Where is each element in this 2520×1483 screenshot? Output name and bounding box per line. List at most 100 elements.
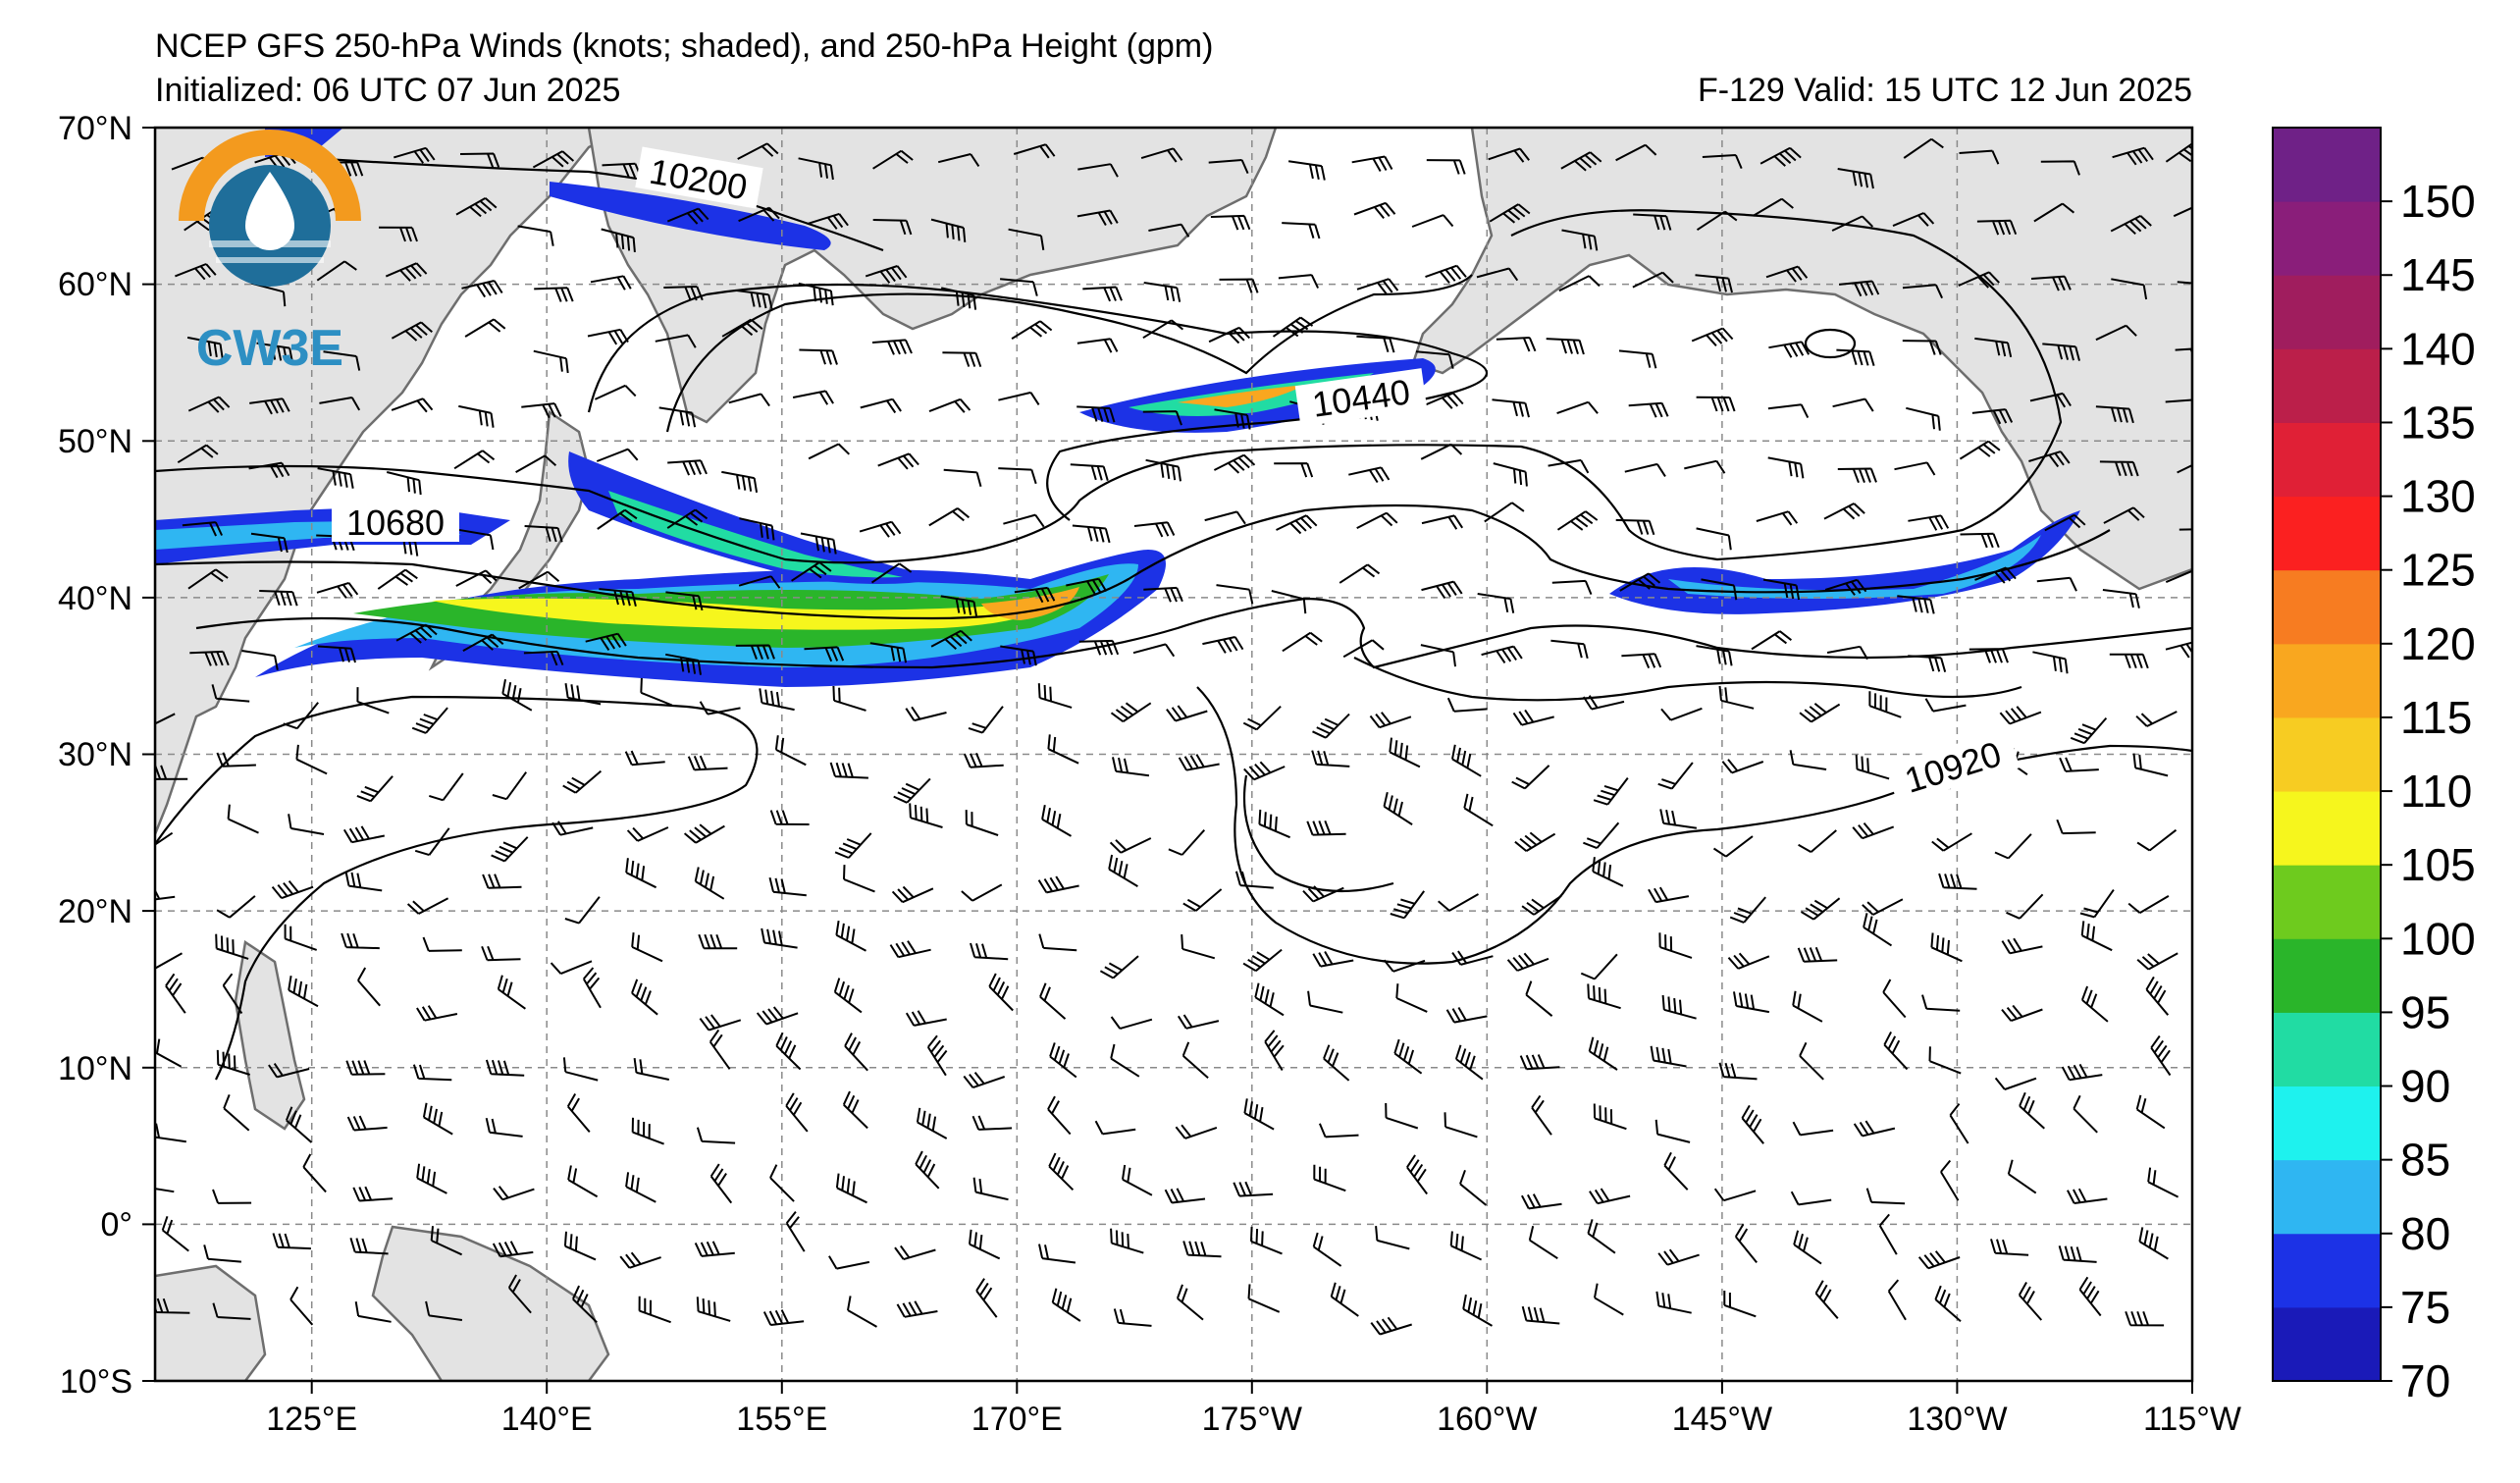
wind-barb: [2136, 828, 2178, 852]
contour-low-alaska: [1804, 328, 1857, 359]
wind-barb: [1621, 653, 1662, 668]
wind-barb: [532, 150, 575, 169]
wind-barb: [1618, 349, 1657, 369]
wind-barb: [808, 443, 850, 460]
wind-barb: [1176, 1284, 1204, 1321]
wind-barb: [571, 1285, 598, 1324]
wind-barb: [1390, 890, 1426, 920]
wind-barb: [1882, 979, 1907, 1019]
wind-barb: [155, 952, 183, 970]
wind-barb: [1356, 278, 1399, 295]
wind-barb: [1799, 703, 1841, 723]
wind-barb: [2147, 1167, 2179, 1198]
contour-11040: [1242, 657, 2022, 893]
wind-barb: [1650, 1045, 1687, 1068]
wind-barb: [1994, 833, 2032, 860]
wind-barb: [1684, 459, 1726, 474]
wind-barb: [1233, 1181, 1274, 1197]
lat-label: 30°N: [58, 736, 132, 773]
wind-barb: [928, 507, 971, 527]
wind-barb: [378, 226, 418, 242]
wind-barb: [1302, 885, 1344, 903]
wind-barb: [186, 336, 224, 359]
wind-barb: [971, 1115, 1013, 1131]
wind-barb: [1853, 1120, 1896, 1138]
wind-barb: [1421, 514, 1464, 530]
wind-barb: [665, 653, 702, 675]
wind-barb: [2029, 392, 2072, 408]
wind-barb: [1894, 461, 1936, 476]
wind-barb: [1902, 284, 1944, 299]
wind-barb: [665, 591, 704, 611]
wind-barb: [1210, 214, 1251, 231]
wind-barb: [1488, 147, 1530, 163]
contour-label-bg: [635, 146, 763, 209]
colorbar-segment: [2273, 275, 2381, 349]
wind-barb: [1832, 397, 1874, 412]
wind-barb: [1837, 467, 1877, 484]
wind-barb: [798, 157, 834, 181]
lon-label: 115°W: [2143, 1401, 2241, 1438]
wind-barb: [1593, 776, 1629, 806]
wind-barb: [1008, 228, 1045, 250]
wind-barb: [599, 588, 637, 607]
wind-barb: [1863, 913, 1893, 947]
valid-time: F-129 Valid: 15 UTC 12 Jun 2025: [1698, 72, 2192, 109]
wind-barb: [1445, 1007, 1488, 1024]
wind-barb: [658, 406, 697, 428]
wind-barb: [1438, 893, 1479, 912]
wind-barb: [798, 282, 834, 306]
wind-barb: [1243, 1098, 1275, 1131]
wind-barb: [631, 979, 658, 1016]
wind-barb: [1561, 229, 1599, 251]
wind-barb: [1140, 147, 1183, 163]
wind-barb: [683, 823, 725, 844]
wind-barb: [1353, 201, 1396, 220]
wind-barb: [1177, 1014, 1220, 1030]
wind-barb: [1318, 1123, 1359, 1139]
wind-barb: [462, 633, 504, 652]
wind-barb: [1525, 980, 1553, 1017]
wind-barb: [738, 206, 780, 223]
wind-barb: [411, 707, 448, 734]
wind-barb: [721, 318, 763, 338]
wind-barb: [834, 832, 872, 859]
wind-barb: [1389, 737, 1421, 768]
wind-barb: [844, 1033, 868, 1072]
wind-barb: [1011, 320, 1053, 340]
wind-barb: [1798, 829, 1837, 853]
wind-barb: [1271, 590, 1307, 614]
wind-barb: [666, 207, 709, 225]
wind-barb: [940, 287, 977, 310]
wind-barb: [344, 871, 383, 892]
wind-barb: [1444, 1112, 1478, 1139]
wind-barb: [739, 517, 775, 541]
wind-barb: [905, 1010, 947, 1027]
wind-barb: [182, 521, 224, 537]
wind-barb: [422, 1102, 453, 1136]
wind-barb: [1793, 1230, 1822, 1265]
wind-barb: [566, 1093, 591, 1133]
wind-barb: [1451, 950, 1494, 966]
wind-barb: [455, 569, 498, 587]
wind-barb: [1422, 392, 1464, 409]
colorbar-tick-label: 150: [2400, 176, 2476, 227]
wind-barb: [1348, 466, 1391, 484]
wind-barb: [891, 885, 934, 904]
wind-barb: [759, 688, 795, 712]
wind-barb: [1168, 829, 1206, 856]
wind-barb: [1493, 462, 1528, 487]
wind-barb: [1582, 695, 1625, 711]
wind-barb: [1383, 959, 1426, 973]
wind-barb: [1072, 524, 1111, 544]
wind-barb: [1451, 744, 1482, 777]
wind-barb: [943, 468, 982, 488]
wind-barb: [1558, 275, 1601, 292]
wind-barb: [1931, 832, 1972, 852]
wind-barb: [930, 629, 972, 650]
wind-barb: [1733, 991, 1770, 1014]
wind-barb: [317, 467, 354, 489]
land: [155, 128, 2192, 1381]
wind-barb: [342, 825, 385, 844]
wind-barb: [2036, 576, 2077, 592]
